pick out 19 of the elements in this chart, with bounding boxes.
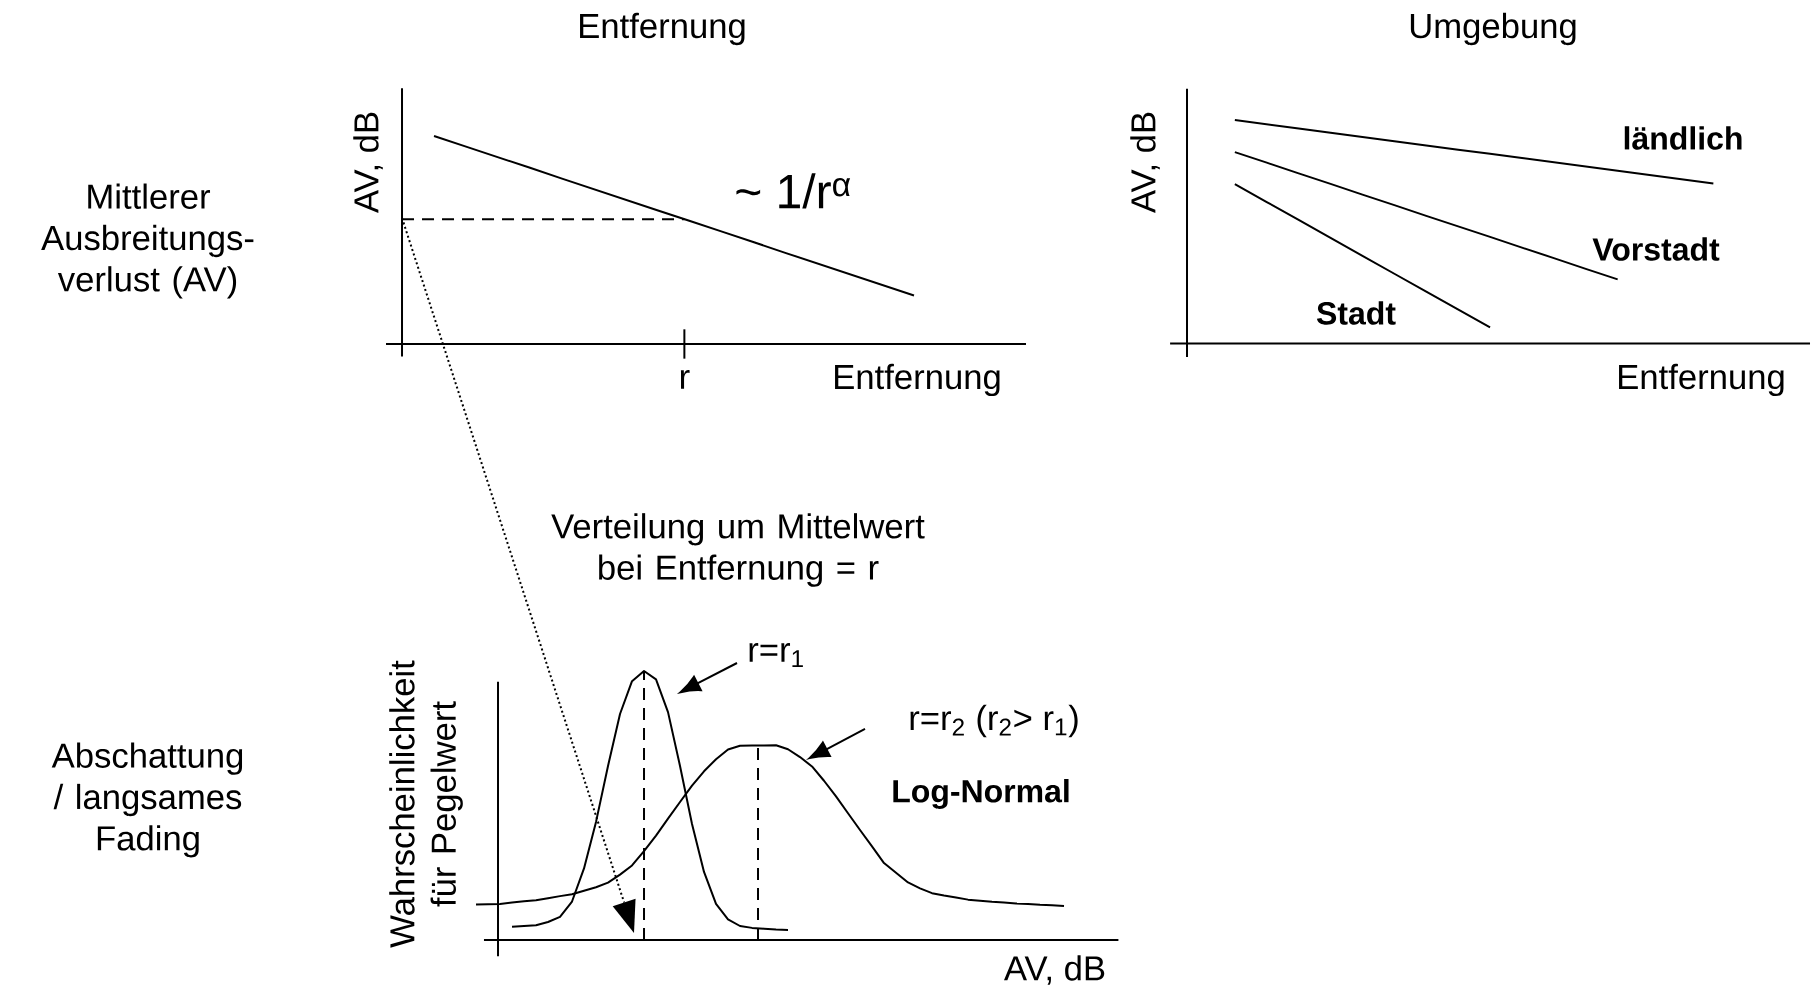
text: r	[680, 370, 690, 389]
y-axis-title: AV, dB	[1130, 112, 1160, 213]
legend-label: r=r$_{1}$	[749, 643, 803, 667]
chart-title: Verteilung um Mittelwert bei Entfernung = r	[551, 513, 925, 587]
chart-title: Umgebung	[1410, 12, 1576, 46]
series-label: ländlich	[1624, 126, 1742, 150]
series-label: Stadt	[1316, 301, 1396, 325]
text: Abschattung / langsames Fading	[51, 742, 243, 858]
y-axis-title: Wahrscheinlichkeit für Pegelwert	[389, 660, 463, 948]
y-axis-title: AV, dB	[353, 112, 383, 213]
legend-label: r=r$_{2}$ (r$_{2}$> r$_{1}$)	[910, 704, 1078, 738]
x-axis-title: Entfernung	[835, 363, 1000, 397]
chart-title: Entfernung	[580, 12, 745, 46]
annotation: Log-Normal	[893, 779, 1069, 809]
x-axis-title: AV, dB	[1004, 955, 1105, 985]
x-axis-title: Entfernung	[1619, 363, 1784, 397]
annotation: ~ 1/r$^{α}$	[736, 173, 851, 209]
text: Mittlerer Ausbreitungs-verlust (AV)	[41, 183, 254, 299]
series-label: Vorstadt	[1592, 237, 1720, 261]
